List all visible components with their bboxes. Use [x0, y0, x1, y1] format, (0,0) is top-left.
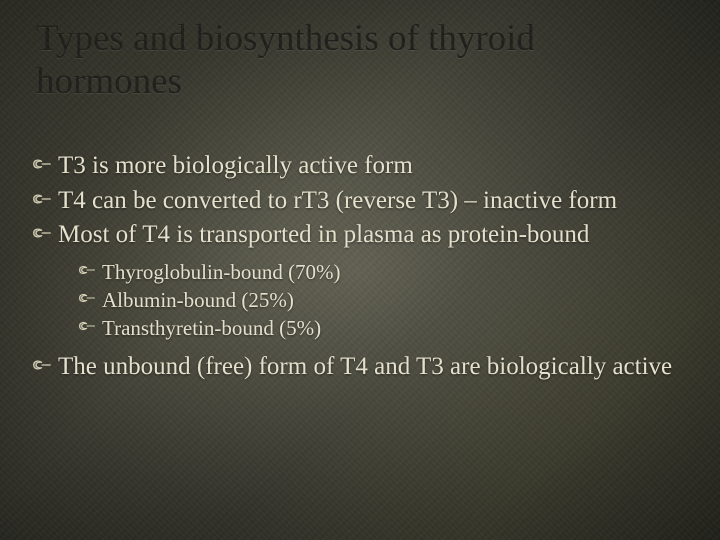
slide-title: Types and biosynthesis of thyroid hormon… [36, 18, 680, 103]
bullet-text: Transthyretin-bound (5%) [102, 316, 321, 340]
list-item: The unbound (free) form of T4 and T3 are… [30, 351, 696, 384]
bullet-text: The unbound (free) form of T4 and T3 are… [58, 353, 672, 380]
slide-body: T3 is more biologically active form T4 c… [30, 150, 696, 385]
bullet-text: T4 can be converted to rT3 (reverse T3) … [58, 187, 617, 214]
list-item: Most of T4 is transported in plasma as p… [30, 219, 696, 343]
list-item: Transthyretin-bound (5%) [78, 314, 696, 342]
bullet-text: T3 is more biologically active form [58, 152, 413, 179]
bullet-list: T3 is more biologically active form T4 c… [30, 150, 696, 383]
slide: Types and biosynthesis of thyroid hormon… [0, 0, 720, 540]
bullet-text: Most of T4 is transported in plasma as p… [58, 221, 589, 248]
list-item: T3 is more biologically active form [30, 150, 696, 183]
bullet-text: Thyroglobulin-bound (70%) [102, 260, 341, 284]
list-item: Albumin-bound (25%) [78, 286, 696, 314]
list-item: T4 can be converted to rT3 (reverse T3) … [30, 185, 696, 218]
sub-bullet-list: Thyroglobulin-bound (70%) Albumin-bound … [58, 258, 696, 343]
bullet-text: Albumin-bound (25%) [102, 288, 294, 312]
list-item: Thyroglobulin-bound (70%) [78, 258, 696, 286]
